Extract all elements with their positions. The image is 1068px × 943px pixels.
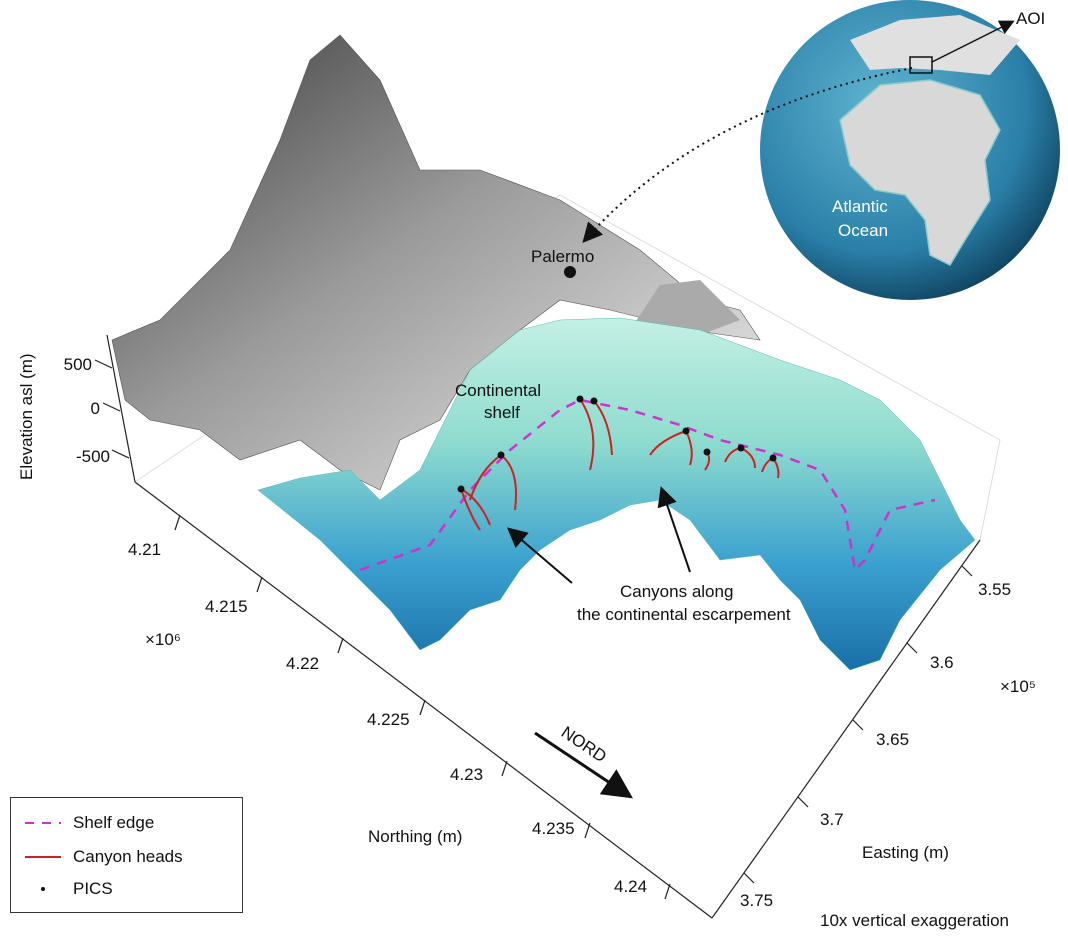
aoi-dotted-link: [582, 67, 913, 243]
northing-tick: 4.225: [367, 710, 410, 729]
canyons-label: the continental escarpement: [577, 605, 791, 624]
pics-point: [703, 448, 711, 456]
legend: Shelf edge Canyon heads PICS: [10, 797, 243, 913]
elevation-tick: -500: [76, 447, 110, 466]
easting-tick: 3.7: [820, 810, 844, 829]
elevation-axis-label: Elevation asl (m): [17, 353, 36, 480]
pics-points: [457, 395, 777, 493]
northing-axis-label: Northing (m): [368, 827, 462, 846]
europe-landmass: [850, 15, 1020, 75]
land-east-hill: [630, 280, 740, 335]
easting-tick: 3.6: [930, 653, 954, 672]
pics-point: [769, 454, 777, 462]
aoi-box: [909, 56, 933, 74]
axes-lines: [94, 334, 981, 919]
palermo-label: Palermo: [531, 247, 594, 266]
sea-bathymetry: [257, 317, 976, 671]
globe-inset: Atlantic Ocean: [760, 0, 1060, 300]
nord-arrow: [534, 731, 633, 799]
elevation-tick: 500: [64, 355, 92, 374]
aoi-label: AOI: [1016, 9, 1045, 28]
pics-point: [576, 395, 584, 403]
africa-landmass: [839, 79, 1001, 266]
pics-point: [737, 444, 745, 452]
canyons-label: Canyons along: [620, 582, 733, 601]
northing-multiplier: ×10⁶: [145, 630, 181, 649]
shelf-label: shelf: [484, 403, 520, 422]
legend-item-shelf-edge: Shelf edge: [25, 813, 155, 832]
aoi-arrow: [931, 20, 1015, 63]
shelf-edge-line: [359, 398, 936, 573]
easting-tick: 3.65: [876, 730, 909, 749]
canyon-arrow: [506, 527, 573, 584]
easting-tick: 3.55: [978, 580, 1011, 599]
palermo-marker: [564, 266, 576, 278]
shelf-label: Continental: [455, 381, 541, 400]
northing-tick: 4.22: [286, 654, 319, 673]
northing-tick: 4.24: [614, 877, 647, 896]
nord-label: NORD: [558, 723, 610, 767]
pics-point: [590, 397, 598, 405]
easting-tick: 3.75: [740, 891, 773, 910]
canyon-arrow: [657, 486, 691, 573]
northing-tick: 4.235: [532, 819, 575, 838]
pics-point: [457, 485, 465, 493]
legend-item-canyon-heads: Canyon heads: [25, 847, 183, 866]
northing-tick: 4.215: [205, 597, 248, 616]
northing-tick: 4.21: [128, 540, 161, 559]
northing-tick: 4.23: [450, 765, 483, 784]
atlantic-label: Ocean: [838, 221, 888, 240]
pics-point: [497, 451, 505, 459]
easting-axis-label: Easting (m): [862, 843, 949, 862]
legend-item-pics: PICS: [11, 874, 113, 904]
easting-multiplier: ×10⁵: [1000, 677, 1036, 696]
exaggeration-note: 10x vertical exaggeration: [820, 911, 1009, 930]
pics-point: [682, 427, 690, 435]
atlantic-label: Atlantic: [832, 197, 888, 216]
elevation-tick: 0: [91, 399, 100, 418]
